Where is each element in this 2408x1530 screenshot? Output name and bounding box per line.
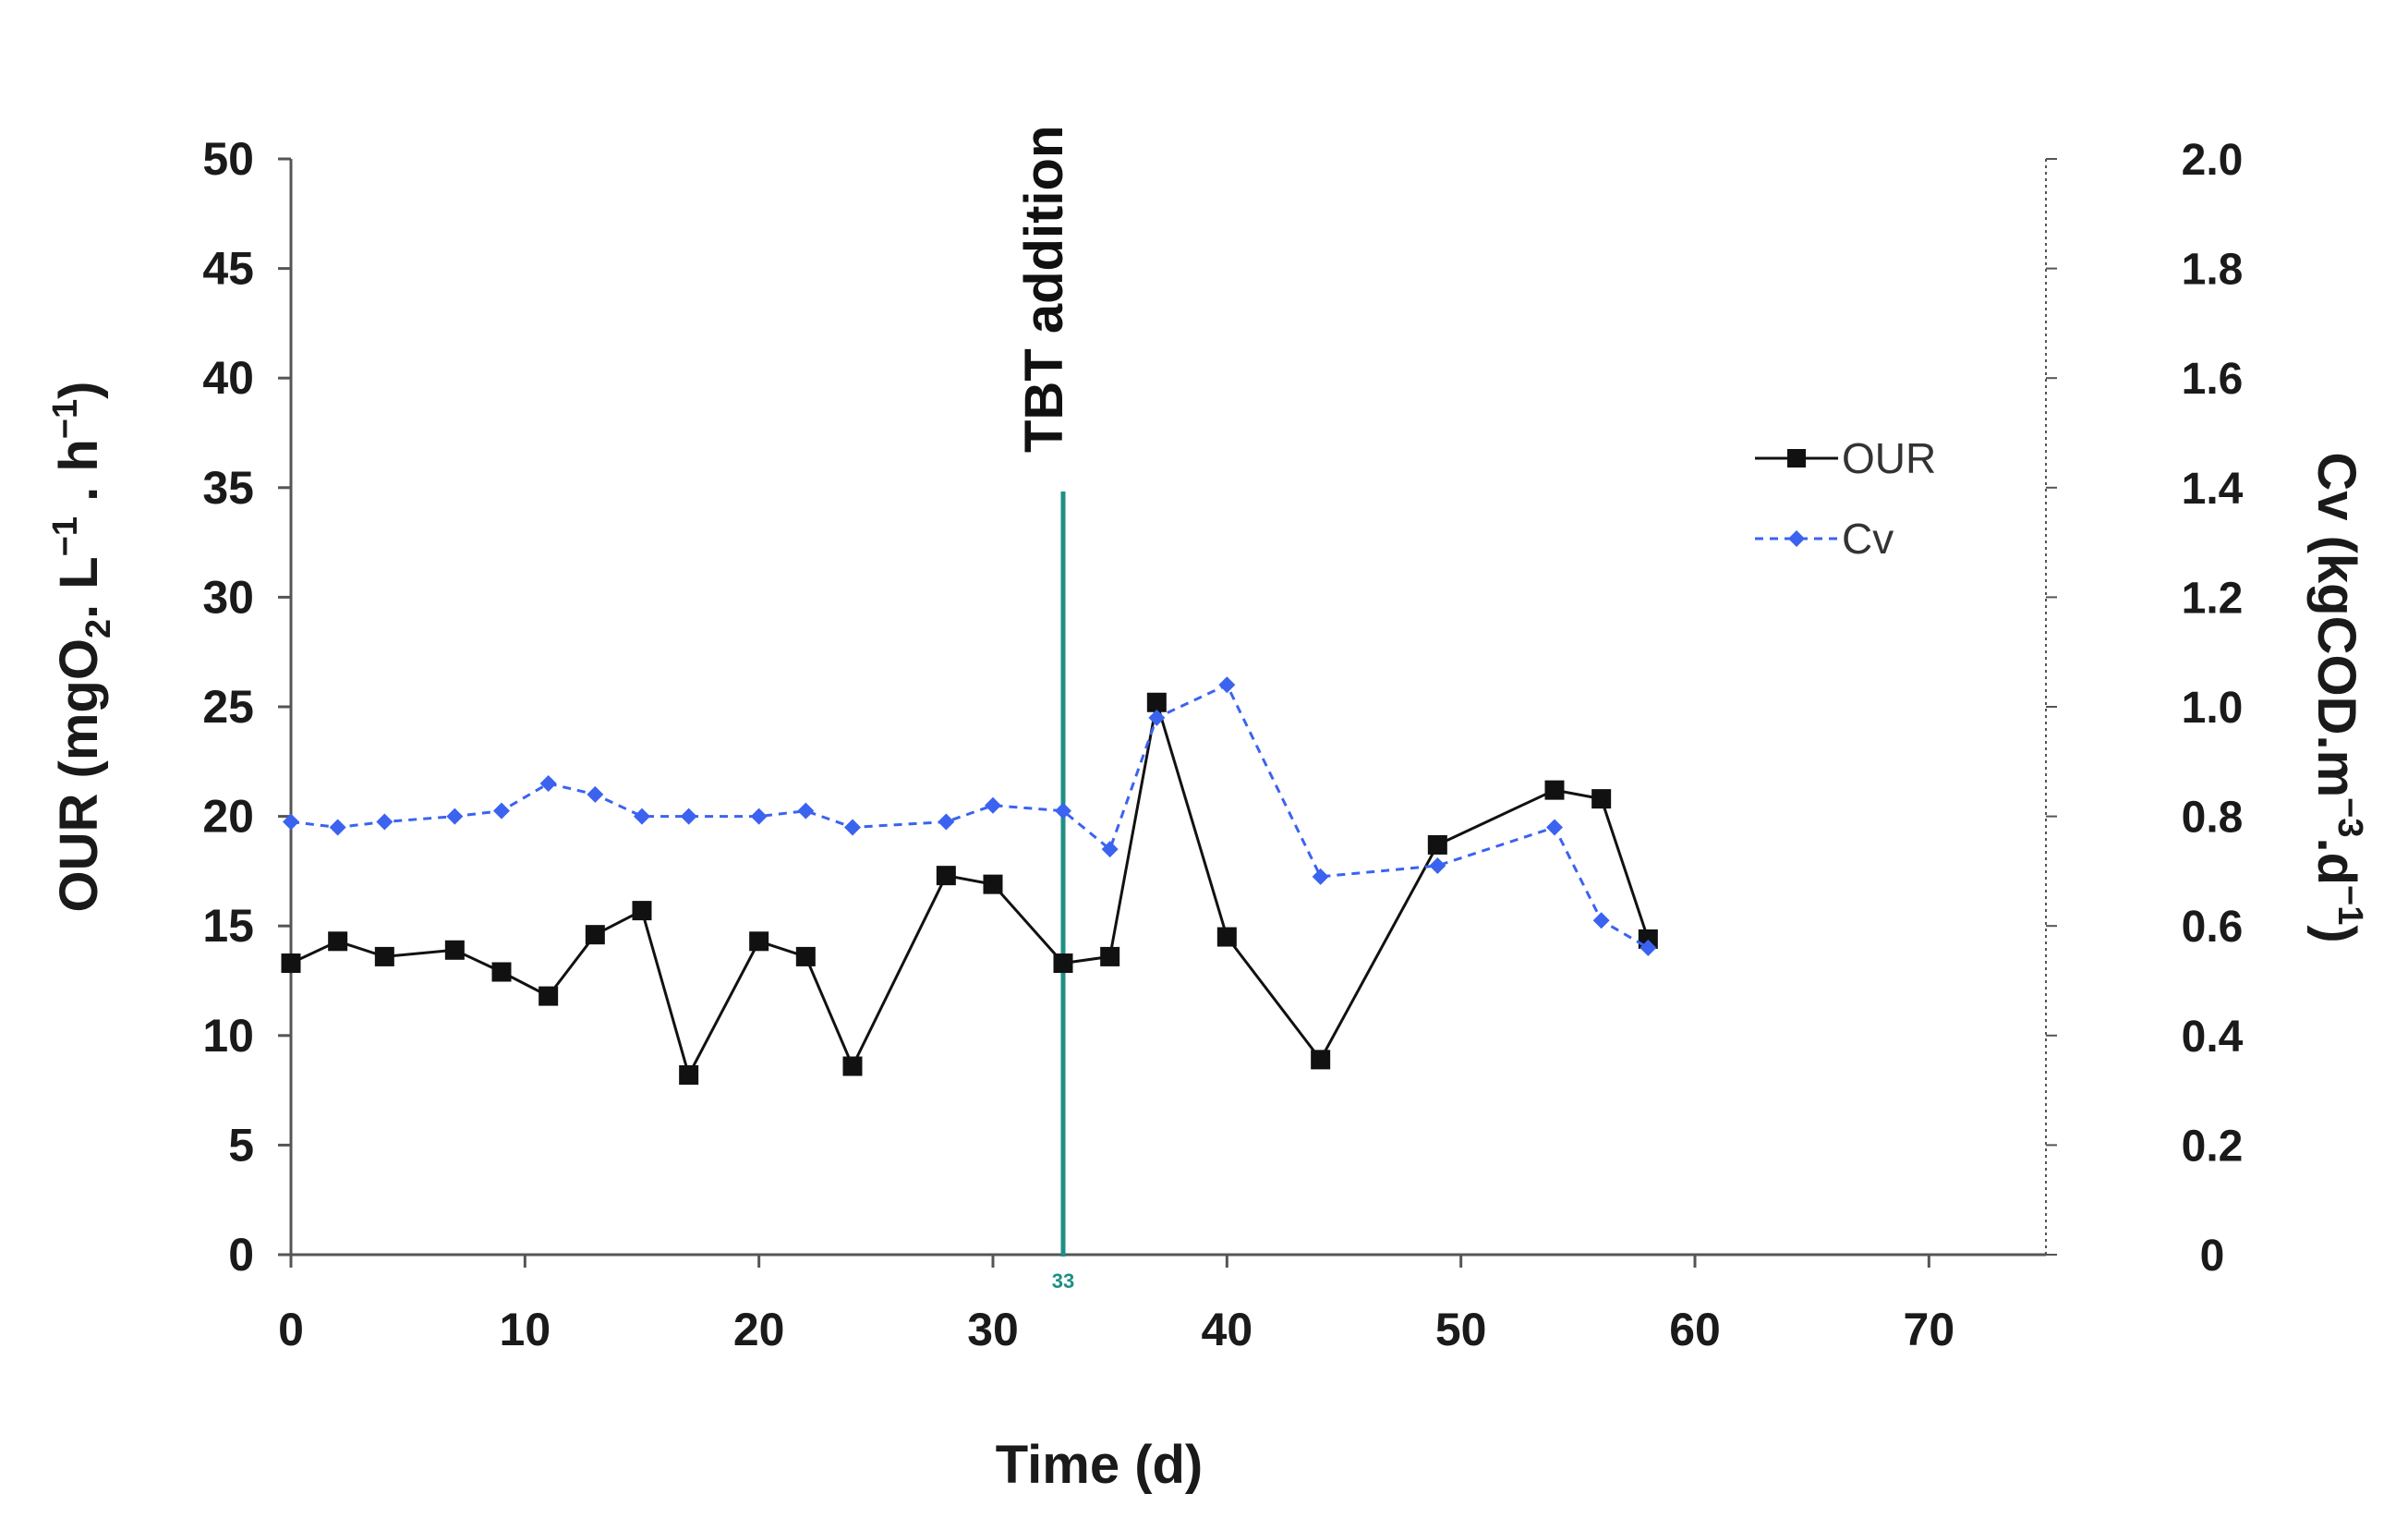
cv-point — [376, 813, 393, 831]
right-tick-label: 1.4 — [2182, 465, 2244, 514]
right-tick-label: 0.2 — [2182, 1122, 2244, 1171]
right-tick-label: 1.8 — [2182, 246, 2244, 295]
cv-point — [844, 819, 861, 836]
cv-point — [1312, 868, 1329, 885]
cv-point — [938, 813, 955, 831]
our-point — [749, 931, 769, 952]
cv-point — [750, 808, 768, 825]
our-line — [290, 701, 1650, 1079]
cv-line — [290, 683, 1650, 950]
our-point — [585, 925, 605, 945]
x-axis: 0 10 20 30 40 50 60 70 — [278, 1255, 1954, 1355]
right-y-axis: 0 0.2 0.4 0.6 0.8 1.0 1.2 1.4 1.6 1.8 2.0 — [2046, 136, 2244, 1281]
left-y-axis-title: OUR (mgO2. L−1 . h−1) — [46, 381, 118, 912]
our-point — [491, 962, 512, 982]
cv-point — [1101, 841, 1119, 858]
cv-point — [1640, 939, 1657, 956]
x-axis-title: Time (d) — [996, 1435, 1204, 1495]
legend-our-label: OUR — [1842, 434, 1936, 482]
our-point — [795, 946, 816, 966]
our-point — [632, 901, 652, 921]
legend-cv-marker — [1788, 530, 1805, 547]
left-tick-label: 20 — [202, 791, 254, 843]
our-point — [1544, 780, 1565, 800]
left-tick-label: 40 — [202, 352, 254, 404]
cv-point — [1592, 912, 1610, 929]
left-tick-label: 10 — [202, 1010, 254, 1062]
our-point — [1100, 946, 1120, 966]
x-tick-label: 70 — [1904, 1304, 1955, 1355]
our-point — [328, 931, 348, 952]
cv-point — [1546, 819, 1563, 836]
left-tick-label: 0 — [228, 1229, 254, 1281]
cv-point — [797, 802, 815, 820]
right-tick-label: 0 — [2200, 1232, 2225, 1281]
cv-point — [634, 808, 650, 825]
event-marker: 33 — [1052, 492, 1074, 1293]
left-y-axis: 0 5 10 15 20 25 30 35 40 45 50 — [202, 133, 291, 1281]
cv-point — [329, 819, 346, 836]
tbt-addition-day-label: 33 — [1052, 1269, 1074, 1293]
our-point — [281, 953, 301, 974]
our-point — [983, 874, 1003, 894]
left-tick-label: 30 — [202, 571, 254, 623]
our-point — [1311, 1050, 1331, 1070]
tbt-addition-label: TBT addition — [1014, 126, 1074, 453]
our-point — [1591, 789, 1612, 809]
cv-point — [1429, 856, 1446, 874]
our-point — [444, 940, 465, 960]
our-point — [1427, 834, 1447, 855]
right-tick-label: 1.0 — [2182, 684, 2244, 733]
our-point — [679, 1064, 699, 1085]
cv-point — [1055, 802, 1071, 820]
left-tick-label: 45 — [202, 243, 254, 295]
right-tick-label: 0.8 — [2182, 794, 2244, 843]
our-point — [374, 946, 394, 966]
our-point — [1216, 927, 1237, 947]
x-tick-label: 40 — [1202, 1304, 1253, 1355]
our-point — [1053, 953, 1073, 974]
left-tick-label: 35 — [202, 462, 254, 514]
right-tick-label: 1.6 — [2182, 355, 2244, 404]
series-cv — [283, 676, 1657, 956]
x-tick-label: 60 — [1669, 1304, 1721, 1355]
left-tick-label: 15 — [202, 900, 254, 952]
left-tick-label: 25 — [202, 681, 254, 733]
left-tick-label: 5 — [228, 1119, 254, 1171]
x-tick-label: 30 — [967, 1304, 1019, 1355]
right-tick-label: 0.6 — [2182, 903, 2244, 952]
cv-point — [1148, 709, 1166, 726]
series-our — [281, 692, 1658, 1085]
right-tick-label: 2.0 — [2182, 136, 2244, 185]
x-tick-label: 10 — [500, 1304, 551, 1355]
our-point — [538, 986, 559, 1006]
right-y-axis-title: Cv (kgCOD.m−3.d−1) — [2306, 452, 2369, 942]
cv-point — [446, 808, 464, 825]
plot-frame — [289, 159, 2047, 1257]
legend-our-marker — [1787, 449, 1806, 468]
cv-point — [493, 802, 510, 820]
our-point — [1146, 692, 1167, 712]
x-tick-label: 50 — [1435, 1304, 1487, 1355]
our-point — [842, 1056, 863, 1076]
cv-point — [587, 785, 604, 803]
legend: OUR Cv — [1755, 434, 1936, 563]
legend-cv-label: Cv — [1842, 515, 1894, 563]
cv-point — [539, 775, 557, 793]
right-tick-label: 1.2 — [2182, 574, 2244, 623]
cv-point — [1218, 676, 1236, 694]
left-tick-label: 50 — [202, 133, 254, 185]
right-tick-label: 0.4 — [2182, 1013, 2244, 1062]
x-tick-label: 0 — [278, 1304, 304, 1355]
cv-point — [680, 808, 697, 825]
cv-point — [985, 796, 1001, 814]
our-point — [936, 866, 956, 886]
x-tick-label: 20 — [733, 1304, 785, 1355]
cv-point — [283, 813, 299, 831]
